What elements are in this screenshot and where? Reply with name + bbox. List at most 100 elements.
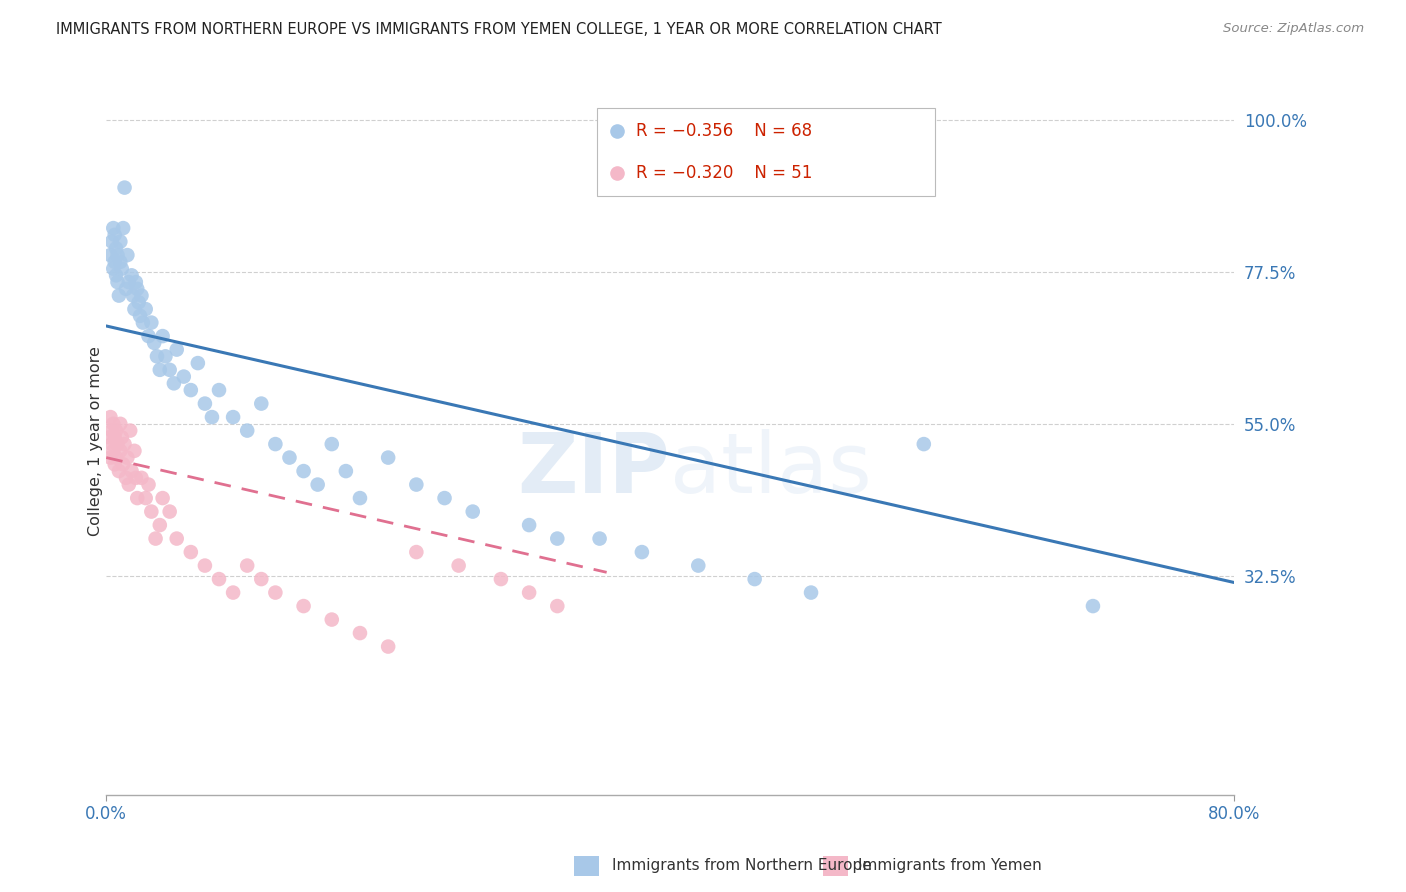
Point <box>104 255 127 269</box>
Point <box>114 437 136 451</box>
Point <box>111 261 134 276</box>
Point <box>208 383 231 397</box>
Point <box>110 235 132 249</box>
Point <box>100 450 122 465</box>
Point <box>121 268 143 283</box>
Point <box>135 491 157 505</box>
Point <box>152 491 174 505</box>
Point <box>307 477 329 491</box>
Point <box>517 518 540 533</box>
Point <box>105 268 128 283</box>
Point <box>149 363 172 377</box>
Point <box>377 640 399 654</box>
Point <box>208 572 231 586</box>
Point <box>688 558 710 573</box>
Point <box>114 180 136 194</box>
Point <box>141 316 163 330</box>
Point <box>236 424 259 438</box>
Point <box>127 491 149 505</box>
Point <box>131 471 153 485</box>
Point <box>131 288 153 302</box>
Point <box>734 195 756 210</box>
Point <box>546 532 568 546</box>
Point <box>125 275 148 289</box>
Point <box>115 282 138 296</box>
Text: IMMIGRANTS FROM NORTHERN EUROPE VS IMMIGRANTS FROM YEMEN COLLEGE, 1 YEAR OR MORE: IMMIGRANTS FROM NORTHERN EUROPE VS IMMIG… <box>56 22 942 37</box>
Point <box>145 532 167 546</box>
Point <box>132 316 155 330</box>
Point <box>143 335 166 350</box>
Point <box>517 585 540 599</box>
Text: R = −0.320    N = 51: R = −0.320 N = 51 <box>637 164 813 182</box>
Point <box>98 430 121 444</box>
Point <box>110 417 132 431</box>
Point <box>107 248 129 262</box>
Point <box>187 356 209 370</box>
Point <box>194 558 217 573</box>
Point <box>236 558 259 573</box>
Point <box>180 383 202 397</box>
Text: ZIP: ZIP <box>517 428 671 509</box>
Point <box>292 464 315 478</box>
Point <box>800 585 823 599</box>
Point <box>103 221 125 235</box>
Point <box>163 376 186 391</box>
Point <box>110 255 132 269</box>
Point <box>103 261 125 276</box>
Point <box>124 443 146 458</box>
Point <box>105 450 128 465</box>
Text: Immigrants from Yemen: Immigrants from Yemen <box>858 858 1042 872</box>
Point <box>149 518 172 533</box>
Point <box>129 309 152 323</box>
Point <box>115 471 138 485</box>
Point <box>912 437 935 451</box>
Point <box>107 437 129 451</box>
Point <box>194 396 217 410</box>
Y-axis label: College, 1 year or more: College, 1 year or more <box>87 346 103 536</box>
Point <box>121 464 143 478</box>
Point <box>117 248 139 262</box>
Text: atlas: atlas <box>671 428 872 509</box>
Point <box>101 235 124 249</box>
Point <box>100 248 122 262</box>
Point <box>108 464 131 478</box>
Point <box>104 430 127 444</box>
Point <box>250 572 273 586</box>
Point <box>117 450 139 465</box>
Point <box>103 443 125 458</box>
Point <box>101 437 124 451</box>
Point <box>405 545 427 559</box>
Point <box>138 477 160 491</box>
Point <box>461 505 484 519</box>
Point <box>111 430 134 444</box>
Point <box>433 491 456 505</box>
Point <box>104 227 127 242</box>
Point <box>744 572 766 586</box>
Point <box>734 155 756 169</box>
Point <box>159 363 181 377</box>
Point <box>264 437 287 451</box>
Point <box>107 275 129 289</box>
Point <box>222 410 245 425</box>
Point <box>155 349 177 363</box>
Point <box>138 329 160 343</box>
Point <box>631 545 654 559</box>
Point <box>159 505 181 519</box>
Point <box>110 443 132 458</box>
Point <box>152 329 174 343</box>
Point <box>127 282 149 296</box>
Point <box>292 599 315 613</box>
Point <box>250 396 273 410</box>
Point <box>122 288 145 302</box>
Point <box>588 532 610 546</box>
Point <box>135 302 157 317</box>
Point <box>1081 599 1104 613</box>
Text: R = −0.356    N = 68: R = −0.356 N = 68 <box>637 121 813 140</box>
Point <box>447 558 470 573</box>
Point <box>321 613 343 627</box>
Point <box>105 241 128 255</box>
Point <box>100 410 122 425</box>
Point <box>264 585 287 599</box>
Point <box>120 424 142 438</box>
Point <box>166 532 188 546</box>
